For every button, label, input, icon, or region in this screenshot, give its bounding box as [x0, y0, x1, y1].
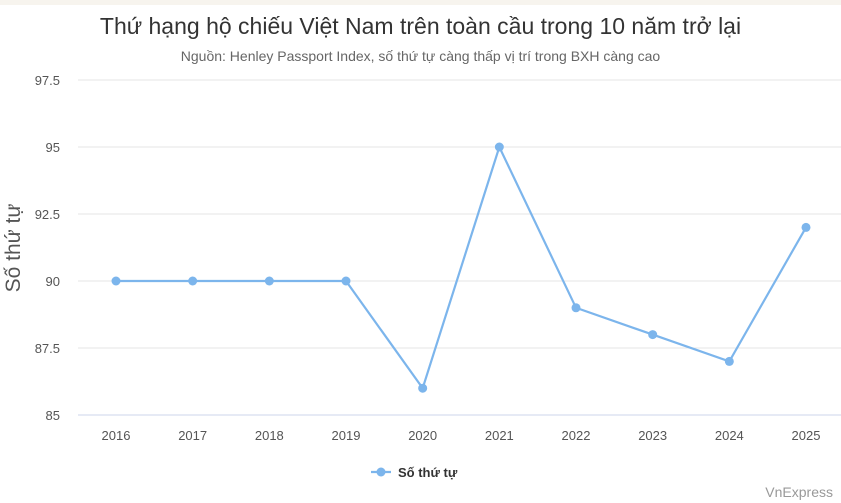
data-point [801, 222, 811, 232]
x-tick-label: 2017 [178, 428, 207, 443]
credit-label[interactable]: VnExpress [765, 484, 833, 500]
legend-marker [376, 467, 386, 477]
data-point [264, 276, 274, 286]
x-tick-label: 2019 [332, 428, 361, 443]
chart-title: Thứ hạng hộ chiếu Việt Nam trên toàn cầu… [99, 13, 742, 39]
data-point [648, 330, 658, 340]
data-point [341, 276, 351, 286]
y-tick-label: 97.5 [35, 73, 60, 88]
x-tick-label: 2022 [562, 428, 591, 443]
top-strip [0, 0, 841, 5]
data-point [571, 303, 581, 313]
x-tick-label: 2023 [638, 428, 667, 443]
x-tick-label: 2018 [255, 428, 284, 443]
y-tick-label: 87.5 [35, 341, 60, 356]
x-tick-label: 2024 [715, 428, 744, 443]
y-tick-label: 85 [46, 408, 60, 423]
y-tick-label: 92.5 [35, 207, 60, 222]
legend-label: Số thứ tự [398, 465, 458, 480]
x-tick-label: 2025 [792, 428, 821, 443]
y-tick-label: 95 [46, 140, 60, 155]
data-point [111, 276, 121, 286]
series-line [116, 144, 807, 391]
y-tick-label: 90 [46, 274, 60, 289]
chart-subtitle: Nguồn: Henley Passport Index, số thứ tự … [180, 48, 661, 64]
data-point [418, 383, 428, 393]
x-tick-label: 2020 [408, 428, 437, 443]
x-tick-label: 2021 [485, 428, 514, 443]
data-point [724, 356, 734, 366]
data-point [188, 276, 198, 286]
x-tick-label: 2016 [102, 428, 131, 443]
data-point [494, 142, 504, 152]
y-axis-title: Số thứ tự [2, 204, 25, 293]
